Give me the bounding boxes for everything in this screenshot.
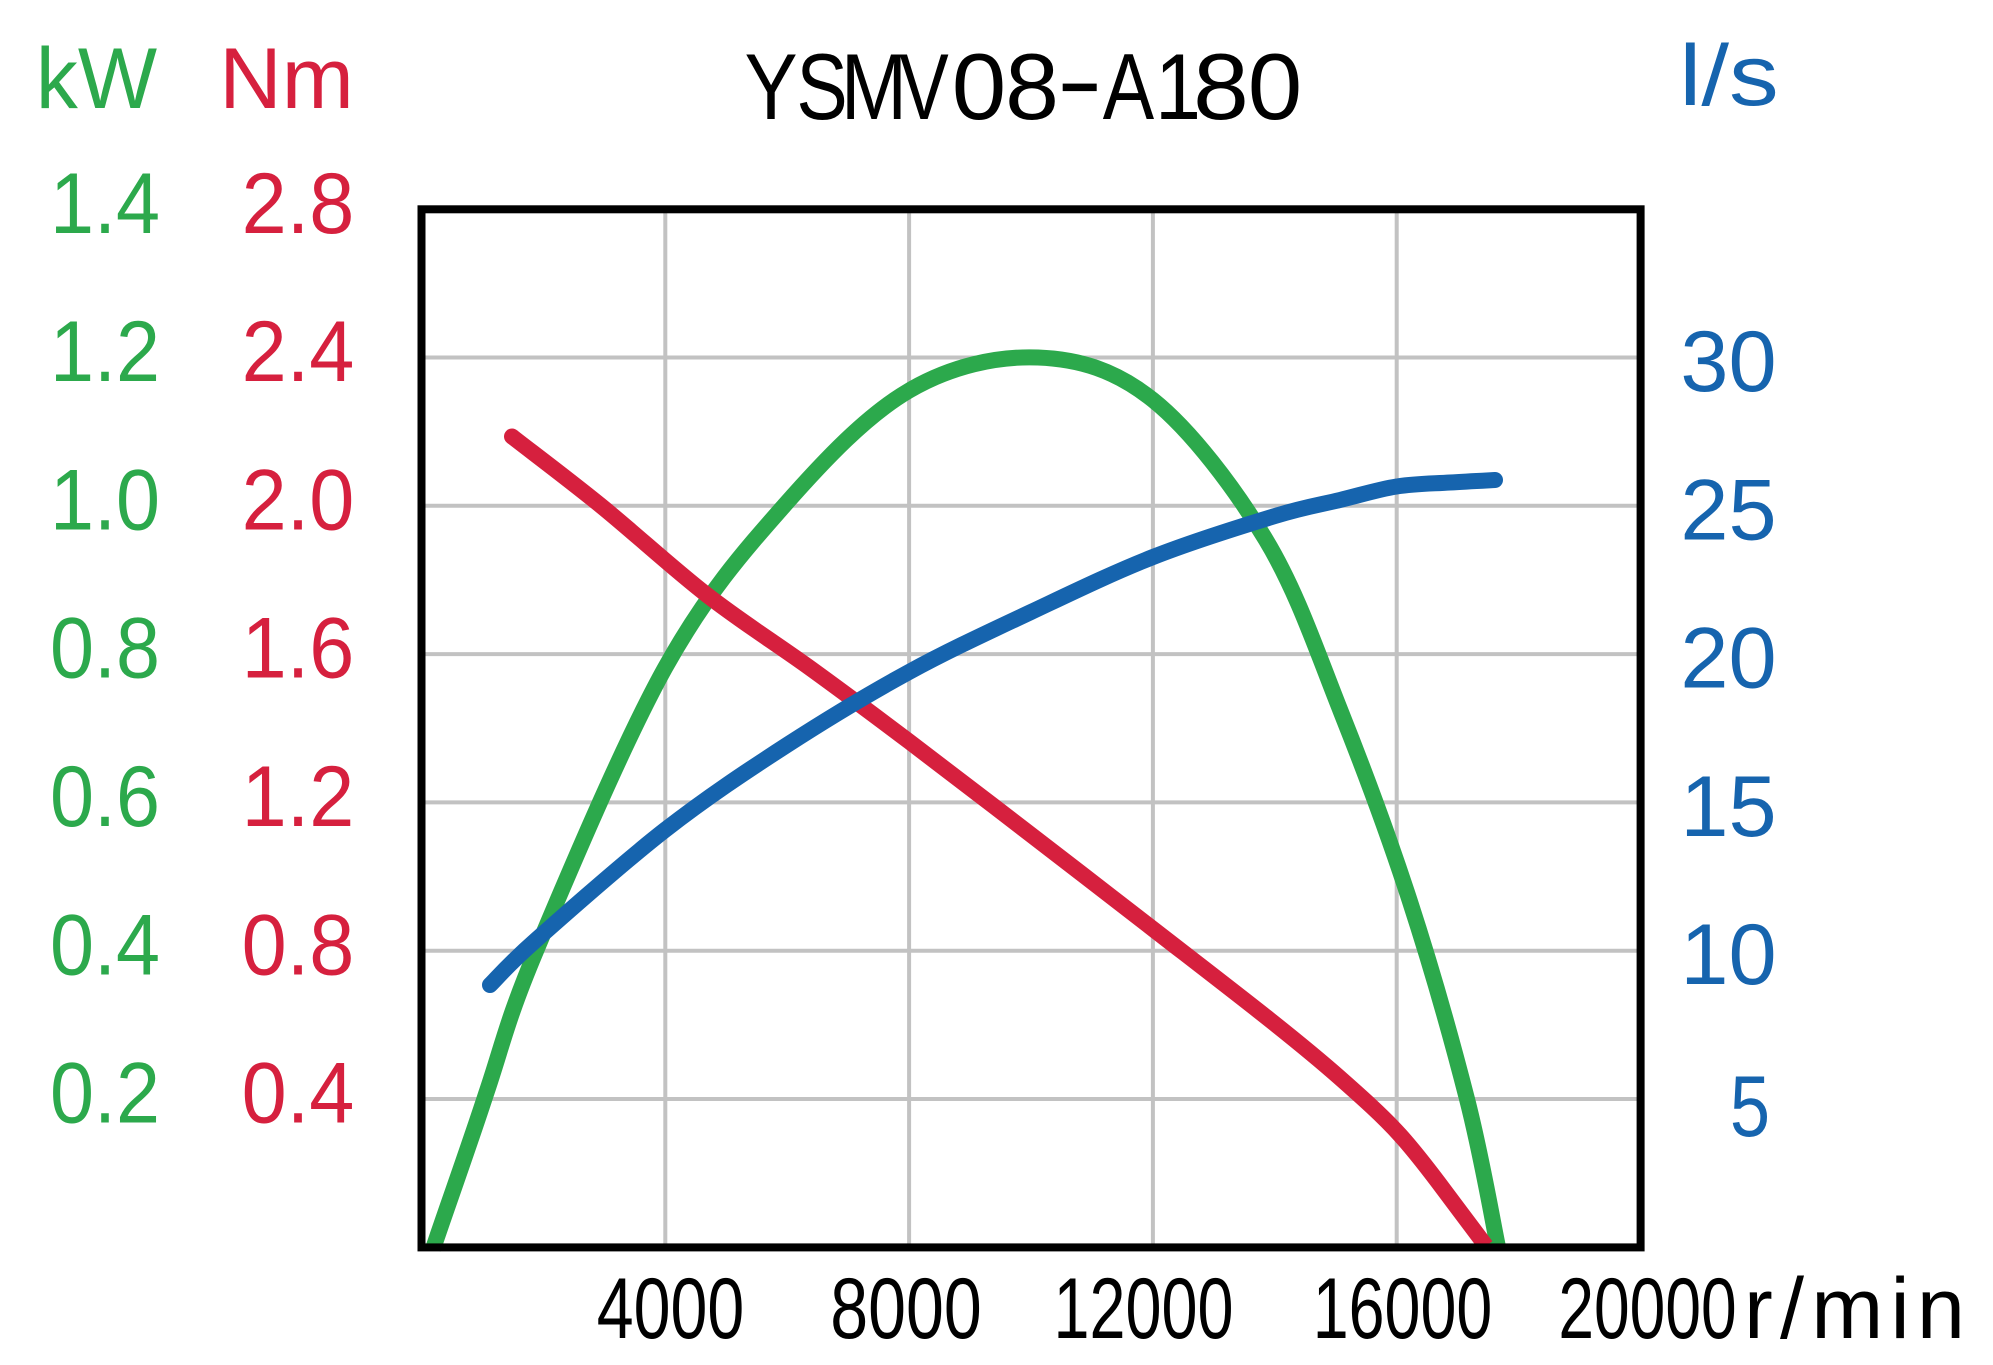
svg-text:2.0: 2.0 [242,451,355,548]
svg-text:0.4: 0.4 [242,1044,355,1141]
svg-text:25: 25 [1680,462,1776,558]
svg-text:0.8: 0.8 [242,896,355,993]
svg-text:2.4: 2.4 [242,303,355,400]
svg-text:12000: 12000 [1054,1261,1234,1357]
svg-text:30: 30 [1680,314,1776,410]
svg-text:1.6: 1.6 [242,599,355,696]
svg-text:4000: 4000 [597,1261,744,1358]
svg-text:kW: kW [36,31,158,127]
svg-text:S: S [796,35,847,140]
svg-text:M: M [841,35,907,140]
svg-text:8: 8 [1005,35,1059,139]
svg-text:0.4: 0.4 [50,896,160,993]
svg-text:15: 15 [1680,759,1776,855]
svg-text:2.8: 2.8 [242,154,355,251]
svg-text:Y: Y [744,35,797,140]
svg-text:Nm: Nm [219,31,354,127]
svg-text:1.2: 1.2 [50,303,160,400]
svg-text:20: 20 [1680,611,1776,707]
svg-text:1.2: 1.2 [242,748,355,845]
svg-text:5: 5 [1730,1058,1770,1155]
svg-text:10: 10 [1680,907,1776,1003]
svg-text:8000: 8000 [830,1261,981,1357]
svg-text:r/min: r/min [1744,1261,1972,1357]
svg-text:0.8: 0.8 [50,599,160,696]
svg-text:1.4: 1.4 [50,155,160,252]
svg-text:1: 1 [1155,34,1201,139]
svg-text:16000: 16000 [1313,1261,1492,1357]
svg-text:0.2: 0.2 [50,1044,160,1141]
svg-text:l/s: l/s [1679,27,1778,124]
svg-text:A: A [1103,35,1155,140]
svg-text:0: 0 [952,35,1006,140]
svg-text:8: 8 [1193,34,1249,139]
svg-text:0.6: 0.6 [50,748,160,845]
svg-text:0: 0 [1248,35,1302,140]
svg-text:20000: 20000 [1558,1261,1736,1358]
svg-text:1.0: 1.0 [50,451,160,548]
svg-text:V: V [899,33,949,139]
